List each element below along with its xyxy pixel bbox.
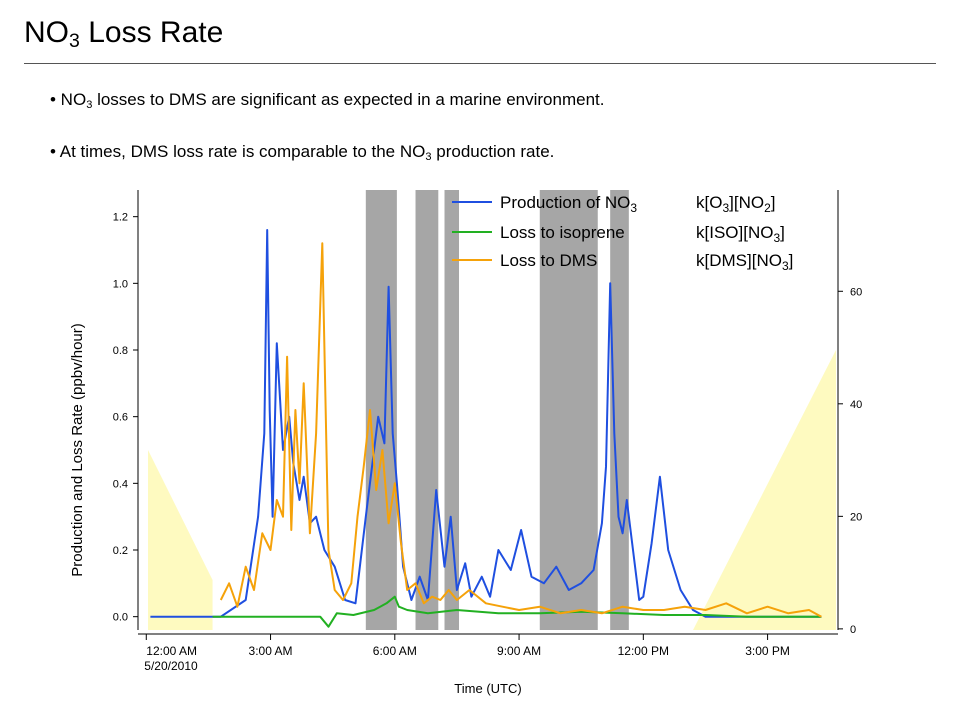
y-tick-label: 0.2 bbox=[113, 545, 128, 557]
y-tick-label: 1.0 bbox=[113, 278, 128, 290]
twilight-shading bbox=[148, 450, 213, 630]
gray-band bbox=[415, 190, 439, 630]
y-tick-label: 1.2 bbox=[113, 212, 128, 224]
legend-label: Loss to DMS bbox=[500, 251, 597, 270]
x-tick-label: 12:00 PM bbox=[618, 644, 669, 658]
x-axis-label: Time (UTC) bbox=[454, 681, 521, 696]
x-tick-label: 3:00 AM bbox=[249, 644, 293, 658]
y2-tick-label: 40 bbox=[850, 399, 862, 411]
y-tick-label: 0.0 bbox=[113, 612, 128, 624]
legend-formula: k[ISO][NO3] bbox=[696, 223, 785, 245]
legend-formula: k[O3][NO2] bbox=[696, 193, 776, 215]
x-tick-label: 3:00 PM bbox=[745, 644, 790, 658]
x-tick-sublabel: 5/20/2010 bbox=[144, 659, 198, 673]
series-line-1 bbox=[150, 229, 822, 618]
y-tick-label: 0.4 bbox=[113, 478, 128, 490]
gray-band bbox=[444, 190, 460, 630]
y-tick-label: 0.6 bbox=[113, 412, 128, 424]
page-title: NO3 Loss Rate bbox=[24, 16, 224, 52]
series-line-3 bbox=[219, 242, 822, 618]
x-tick-label: 6:00 AM bbox=[373, 644, 417, 658]
y2-tick-label: 20 bbox=[850, 511, 862, 523]
gray-band bbox=[539, 190, 598, 630]
x-tick-label: 12:00 AM bbox=[146, 644, 197, 658]
twilight-shading bbox=[693, 350, 836, 630]
y2-tick-label: 0 bbox=[850, 624, 856, 636]
legend-label: Loss to isoprene bbox=[500, 223, 625, 242]
series-line-2 bbox=[212, 595, 822, 628]
y2-tick-label: 60 bbox=[850, 286, 862, 298]
legend-formula: k[DMS][NO3] bbox=[696, 251, 793, 273]
y-axis-label: Production and Loss Rate (ppbv/hour) bbox=[69, 323, 86, 576]
title-divider bbox=[24, 63, 936, 64]
y-tick-label: 0.8 bbox=[113, 345, 128, 357]
bullet-item: • At times, DMS loss rate is comparable … bbox=[50, 142, 555, 163]
bullet-item: • NO3 losses to DMS are significant as e… bbox=[50, 90, 605, 111]
legend-label: Production of NO3 bbox=[500, 193, 637, 215]
x-tick-label: 9:00 AM bbox=[497, 644, 541, 658]
